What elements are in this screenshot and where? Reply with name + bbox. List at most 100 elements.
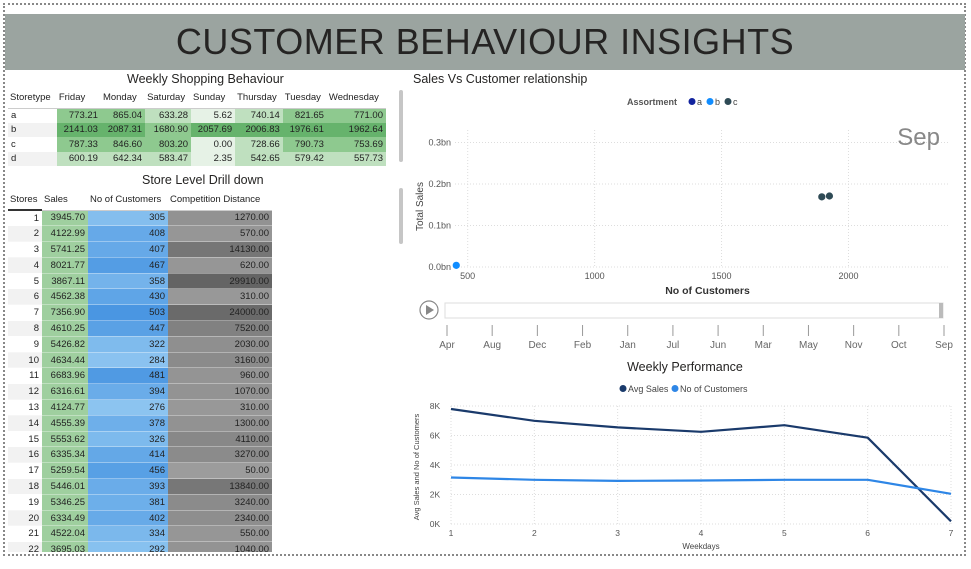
legend-entry[interactable]: b <box>715 97 720 107</box>
table-row[interactable]: 18 5446.01 393 13840.00 <box>8 478 272 495</box>
storetype-cell: b <box>8 122 57 137</box>
play-axis-label[interactable]: Aug <box>483 340 501 351</box>
series-line[interactable] <box>450 476 952 495</box>
weekly-value-cell: 583.47 <box>145 151 192 166</box>
play-axis-label[interactable]: Jan <box>620 340 636 351</box>
play-axis-label[interactable]: May <box>799 340 818 351</box>
weekly-col-header[interactable]: Friday <box>56 88 101 109</box>
store-id-cell: 1 <box>8 210 42 227</box>
weekly-col-header[interactable]: Saturday <box>145 88 192 109</box>
report-canvas <box>3 3 966 556</box>
table-row[interactable]: 2 4122.99 408 570.00 <box>8 225 272 243</box>
store-id-cell: 7 <box>8 304 42 322</box>
y-tick-label: 4K <box>430 460 441 470</box>
store-id-cell: 3 <box>8 241 42 258</box>
table-row[interactable]: 8 4610.25 447 7520.00 <box>8 320 272 337</box>
table-row[interactable]: 10 4634.44 284 3160.00 <box>8 352 272 369</box>
table-row[interactable]: 16 6335.34 414 3270.00 <box>8 446 272 464</box>
table-row[interactable]: 22 3695.03 292 1040.00 <box>8 541 272 552</box>
play-axis-handle[interactable] <box>939 303 943 318</box>
weekly-row: a 773.21 865.04 633.28 5.62 740.14 821.65 771.0… <box>8 108 386 123</box>
play-axis-label[interactable]: Dec <box>528 340 546 351</box>
legend-entry[interactable]: Avg Sales <box>628 384 669 394</box>
table-row[interactable]: 9 5426.82 322 2030.00 <box>8 336 272 353</box>
line-chart-title: Weekly Performance <box>627 360 743 374</box>
table-row[interactable]: 3 5741.25 407 14130.00 <box>8 241 272 258</box>
legend-entry[interactable]: a <box>697 97 702 107</box>
play-axis-label[interactable]: Feb <box>574 340 592 351</box>
storetype-cell: a <box>8 108 57 123</box>
scatter-point[interactable] <box>825 192 834 200</box>
play-axis-label[interactable]: Jul <box>667 340 680 351</box>
table-row[interactable]: 17 5259.54 456 50.00 <box>8 462 272 480</box>
scatter-point[interactable] <box>452 261 460 269</box>
weekly-col-header[interactable]: Sunday <box>191 88 236 109</box>
weekly-col-header[interactable]: Monday <box>100 88 146 109</box>
weekly-value-cell: 642.34 <box>100 151 146 166</box>
customers-cell: 407 <box>88 241 168 258</box>
weekly-value-cell: 771.00 <box>326 108 386 123</box>
weekly-col-header[interactable]: Storetype <box>8 88 57 109</box>
weekly-value-cell: 787.33 <box>56 137 101 152</box>
weekly-col-header[interactable]: Tuesday <box>282 88 327 109</box>
weekly-value-cell: 821.65 <box>282 108 327 123</box>
legend-swatch <box>671 385 679 392</box>
competition-cell: 2030.00 <box>168 336 272 353</box>
series-line[interactable] <box>450 407 952 523</box>
scatter-point[interactable] <box>818 193 826 201</box>
table-row[interactable]: 12 6316.61 394 1070.00 <box>8 383 272 401</box>
table-row[interactable]: 11 6683.96 481 960.00 <box>8 367 272 385</box>
play-axis: Apr Aug Dec Feb Jan Jul Jun Mar May Nov Oct Sep <box>419 300 953 351</box>
sales-cell: 5553.62 <box>42 431 88 448</box>
competition-cell: 310.00 <box>168 288 272 306</box>
store-id-cell: 9 <box>8 336 42 353</box>
competition-cell: 570.00 <box>168 225 272 243</box>
play-axis-track[interactable] <box>444 302 944 319</box>
table-row[interactable]: 21 4522.04 334 550.00 <box>8 525 272 543</box>
table-row[interactable]: 7 7356.90 503 24000.00 <box>8 304 272 322</box>
table-row[interactable]: 19 5346.25 381 3240.00 <box>8 494 272 511</box>
play-axis-label[interactable]: Mar <box>755 340 773 351</box>
weekly-value-cell: 2057.69 <box>191 122 236 137</box>
table-row[interactable]: 20 6334.49 402 2340.00 <box>8 510 272 527</box>
competition-cell: 550.00 <box>168 525 272 543</box>
legend-entry[interactable]: c <box>733 97 738 107</box>
table-row[interactable]: 5 3867.11 358 29910.00 <box>8 273 272 290</box>
weekly-col-header[interactable]: Thursday <box>235 88 283 109</box>
play-button[interactable] <box>419 300 439 320</box>
play-axis-label[interactable]: Sep <box>935 340 953 351</box>
weekly-col-header[interactable]: Wednesday <box>326 88 386 109</box>
store-col-header[interactable]: Stores <box>8 190 42 211</box>
scatter-frame-label: Sep <box>897 124 940 151</box>
sales-cell: 7356.90 <box>42 304 88 322</box>
legend-entry[interactable]: No of Customers <box>680 384 748 394</box>
store-col-header[interactable]: Sales <box>42 190 88 211</box>
line-chart: Weekly Performance Avg Sales No of Custom… <box>412 360 954 551</box>
customers-cell: 481 <box>88 367 168 385</box>
store-col-header[interactable]: No of Customers <box>88 190 168 211</box>
play-axis-label[interactable]: Nov <box>845 340 863 351</box>
y-tick-label: 8K <box>430 401 441 411</box>
weekly-value-cell: 773.21 <box>56 108 101 123</box>
competition-cell: 13840.00 <box>168 478 272 495</box>
table-row[interactable]: 1 3945.70 305 1270.00 <box>8 210 272 227</box>
table-row[interactable]: 15 5553.62 326 4110.00 <box>8 431 272 448</box>
store-col-header[interactable]: Competition Distance <box>168 190 272 211</box>
store-drill-table: Stores Sales No of Customers Competition Di… <box>8 190 272 552</box>
table-row[interactable]: 4 8021.77 467 620.00 <box>8 257 272 274</box>
legend-title: Assortment <box>627 97 677 107</box>
weekly-value-cell: 865.04 <box>100 108 146 123</box>
scatter-x-label: No of Customers <box>665 285 750 297</box>
table-row[interactable]: 14 4555.39 378 1300.00 <box>8 415 272 432</box>
play-axis-label[interactable]: Apr <box>439 340 455 351</box>
competition-cell: 2340.00 <box>168 510 272 527</box>
play-axis-label[interactable]: Jun <box>710 340 726 351</box>
store-drill-scrollbar[interactable] <box>399 188 403 244</box>
weekly-shopping-scrollbar[interactable] <box>399 90 403 162</box>
play-axis-label[interactable]: Oct <box>891 340 907 351</box>
weekly-value-cell: 542.65 <box>235 151 283 166</box>
table-row[interactable]: 6 4562.38 430 310.00 <box>8 288 272 306</box>
customers-cell: 378 <box>88 415 168 432</box>
scatter-legend: Assortment a b c <box>627 97 738 107</box>
table-row[interactable]: 13 4124.77 276 310.00 <box>8 399 272 416</box>
